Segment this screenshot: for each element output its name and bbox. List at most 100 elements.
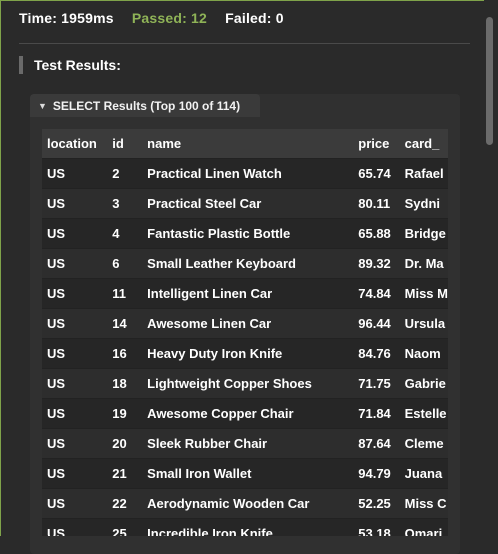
cell-price: 71.84 [353,398,400,429]
table-row[interactable]: US 4 Fantastic Plastic Bottle 65.88 Bridge [42,218,448,249]
table-row[interactable]: US 20 Sleek Rubber Chair 87.64 Cleme [42,428,448,459]
cell-location-text: US [47,346,66,361]
cell-card: Ursula [399,308,448,339]
cell-name: Sleek Rubber Chair [142,428,354,459]
scrollbar-thumb[interactable] [486,17,493,145]
cell-id: 14 [107,308,143,339]
cell-card-text: Gabrie [404,376,446,391]
cell-price: 74.84 [353,278,400,309]
cell-location: US [42,518,108,536]
cell-card-text: Naom [404,346,441,361]
cell-location-text: US [47,316,66,331]
cell-id-text: 20 [112,436,127,451]
cell-id: 18 [107,368,143,399]
cell-card: Naom [399,338,448,369]
table-row[interactable]: US 11 Intelligent Linen Car 74.84 Miss M [42,278,448,309]
cell-name-text: Lightweight Copper Shoes [147,376,312,391]
results-panel-toggle[interactable]: ▼ SELECT Results (Top 100 of 114) [30,94,260,117]
cell-name: Heavy Duty Iron Knife [142,338,354,369]
cell-price: 65.74 [353,158,400,189]
cell-price: 52.25 [353,488,400,519]
table-row[interactable]: US 18 Lightweight Copper Shoes 71.75 Gabrie [42,368,448,399]
cell-id: 20 [107,428,143,459]
column-header-name[interactable]: name [142,129,354,159]
cell-card: Juana [399,458,448,489]
cell-name-text: Heavy Duty Iron Knife [147,346,283,361]
cell-location: US [42,308,108,339]
cell-price: 94.79 [353,458,400,489]
cell-location: US [42,158,108,189]
cell-name: Aerodynamic Wooden Car [142,488,354,519]
cell-price: 87.64 [353,428,400,459]
cell-location: US [42,488,108,519]
cell-id-text: 18 [112,376,127,391]
cell-card-text: Bridge [404,226,446,241]
table-header-row: location id name price card_ [42,129,448,159]
cell-card-text: Juana [404,466,443,481]
cell-name: Incredible Iron Knife [142,518,354,536]
cell-card: Sydni [399,188,448,219]
cell-price: 71.75 [353,368,400,399]
table-row[interactable]: US 21 Small Iron Wallet 94.79 Juana [42,458,448,489]
column-header-price[interactable]: price [353,129,400,159]
cell-price-text: 74.84 [358,286,391,301]
cell-card: Bridge [399,218,448,249]
cell-location-text: US [47,256,66,271]
cell-id-text: 16 [112,346,127,361]
table-row[interactable]: US 2 Practical Linen Watch 65.74 Rafael [42,158,448,189]
cell-location: US [42,188,108,219]
table-row[interactable]: US 19 Awesome Copper Chair 71.84 Estelle [42,398,448,429]
test-summary: Time: 1959ms Passed: 12 Failed: 0 [19,10,298,26]
cell-id: 19 [107,398,143,429]
cell-id: 6 [107,248,143,279]
cell-card-text: Omari [404,526,443,536]
cell-location: US [42,398,108,429]
column-header-location[interactable]: location [42,129,108,159]
cell-name: Practical Linen Watch [142,158,354,189]
column-header-card[interactable]: card_ [399,129,448,159]
column-header-id[interactable]: id [107,129,143,159]
cell-price-text: 89.32 [358,256,391,271]
cell-id: 2 [107,158,143,189]
cell-name-text: Aerodynamic Wooden Car [147,496,310,511]
table-row[interactable]: US 22 Aerodynamic Wooden Car 52.25 Miss C [42,488,448,519]
results-table-container[interactable]: location id name price card_ US 2 Practica… [42,129,448,536]
cell-id-text: 3 [112,196,120,211]
cell-name: Intelligent Linen Car [142,278,354,309]
results-table: location id name price card_ US 2 Practica… [42,129,448,536]
cell-location: US [42,278,108,309]
cell-location-text: US [47,226,66,241]
cell-name: Lightweight Copper Shoes [142,368,354,399]
table-row[interactable]: US 3 Practical Steel Car 80.11 Sydni [42,188,448,219]
passed-label: Passed: 12 [131,10,208,26]
cell-card-text: Miss C [404,496,447,511]
cell-id: 11 [107,278,143,309]
cell-card: Miss M [399,278,448,309]
cell-card-text: Miss M [404,286,448,301]
cell-card-text: Estelle [404,406,447,421]
cell-price-text: 84.76 [358,346,391,361]
cell-location: US [42,428,108,459]
cell-name-text: Fantastic Plastic Bottle [147,226,291,241]
table-row[interactable]: US 16 Heavy Duty Iron Knife 84.76 Naom [42,338,448,369]
triangle-down-icon[interactable]: ▼ [38,100,47,111]
cell-location-text: US [47,166,66,181]
cell-name: Small Iron Wallet [142,458,354,489]
cell-card: Cleme [399,428,448,459]
cell-name-text: Small Leather Keyboard [147,256,296,271]
cell-card: Omari [399,518,448,536]
cell-card-text: Rafael [404,166,444,181]
cell-price-text: 71.84 [358,406,391,421]
cell-id: 4 [107,218,143,249]
cell-name-text: Practical Steel Car [147,196,262,211]
cell-id-text: 4 [112,226,120,241]
cell-id-text: 6 [112,256,120,271]
cell-id: 16 [107,338,143,369]
cell-name-text: Awesome Copper Chair [147,406,294,421]
section-title: Test Results: [34,57,121,73]
cell-card-text: Dr. Ma [404,256,444,271]
table-row[interactable]: US 6 Small Leather Keyboard 89.32 Dr. Ma [42,248,448,279]
cell-card: Estelle [399,398,448,429]
table-row[interactable]: US 25 Incredible Iron Knife 53.18 Omari [42,518,448,536]
table-row[interactable]: US 14 Awesome Linen Car 96.44 Ursula [42,308,448,339]
